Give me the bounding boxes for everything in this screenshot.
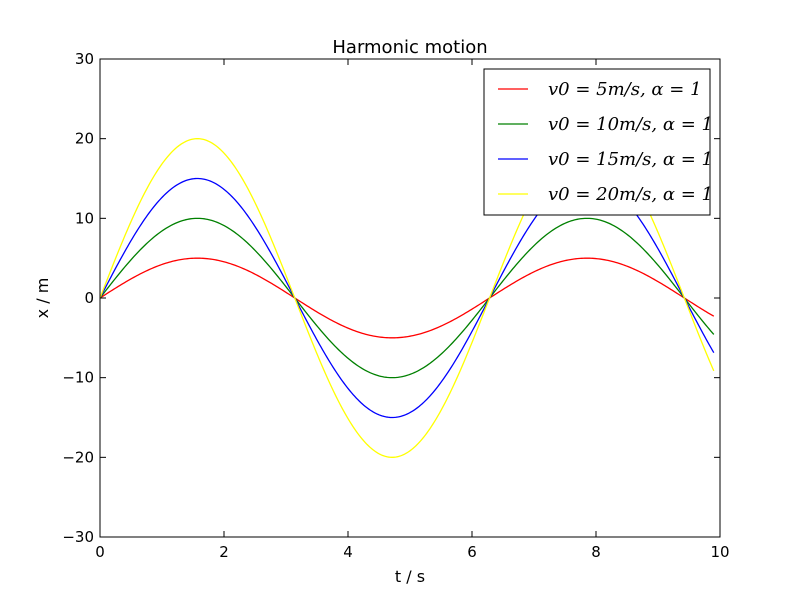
y-tick-label: 10 — [75, 209, 94, 227]
plot-area: 0 2 4 6 8 10 −30 −20 −10 0 10 20 30 — [62, 50, 729, 561]
series-line-1 — [99, 257, 715, 339]
x-tick-label: 0 — [95, 543, 105, 561]
legend-label-1: v0 = 5m/s, α = 1 — [548, 79, 702, 100]
legend-label-4: v0 = 20m/s, α = 1 — [548, 184, 713, 205]
y-tick-label: −10 — [62, 369, 94, 387]
y-tick-label: 30 — [75, 50, 94, 68]
x-axis-label: t / s — [395, 567, 425, 586]
y-tick-label: −30 — [62, 528, 94, 546]
x-tick-label: 2 — [219, 543, 229, 561]
series-line-2 — [99, 217, 715, 379]
legend: v0 = 5m/s, α = 1 v0 = 10m/s, α = 1 v0 = 15… — [483, 68, 713, 216]
y-tick-label: 0 — [84, 289, 94, 307]
tick-layer: 0 2 4 6 8 10 −30 −20 −10 0 10 20 30 — [62, 50, 729, 561]
x-tick-label: 4 — [343, 543, 353, 561]
y-tick-label: −20 — [62, 448, 94, 466]
legend-label-3: v0 = 15m/s, α = 1 — [548, 149, 713, 170]
chart-title: Harmonic motion — [332, 37, 487, 58]
y-axis-label: x / m — [33, 278, 52, 319]
x-tick-label: 6 — [467, 543, 477, 561]
x-tick-label: 8 — [591, 543, 601, 561]
legend-entries: v0 = 5m/s, α = 1 v0 = 10m/s, α = 1 v0 = 15… — [498, 79, 713, 205]
x-tick-label: 10 — [710, 543, 729, 561]
y-tick-label: 20 — [75, 130, 94, 148]
legend-box — [483, 68, 711, 216]
legend-label-2: v0 = 10m/s, α = 1 — [548, 114, 713, 135]
